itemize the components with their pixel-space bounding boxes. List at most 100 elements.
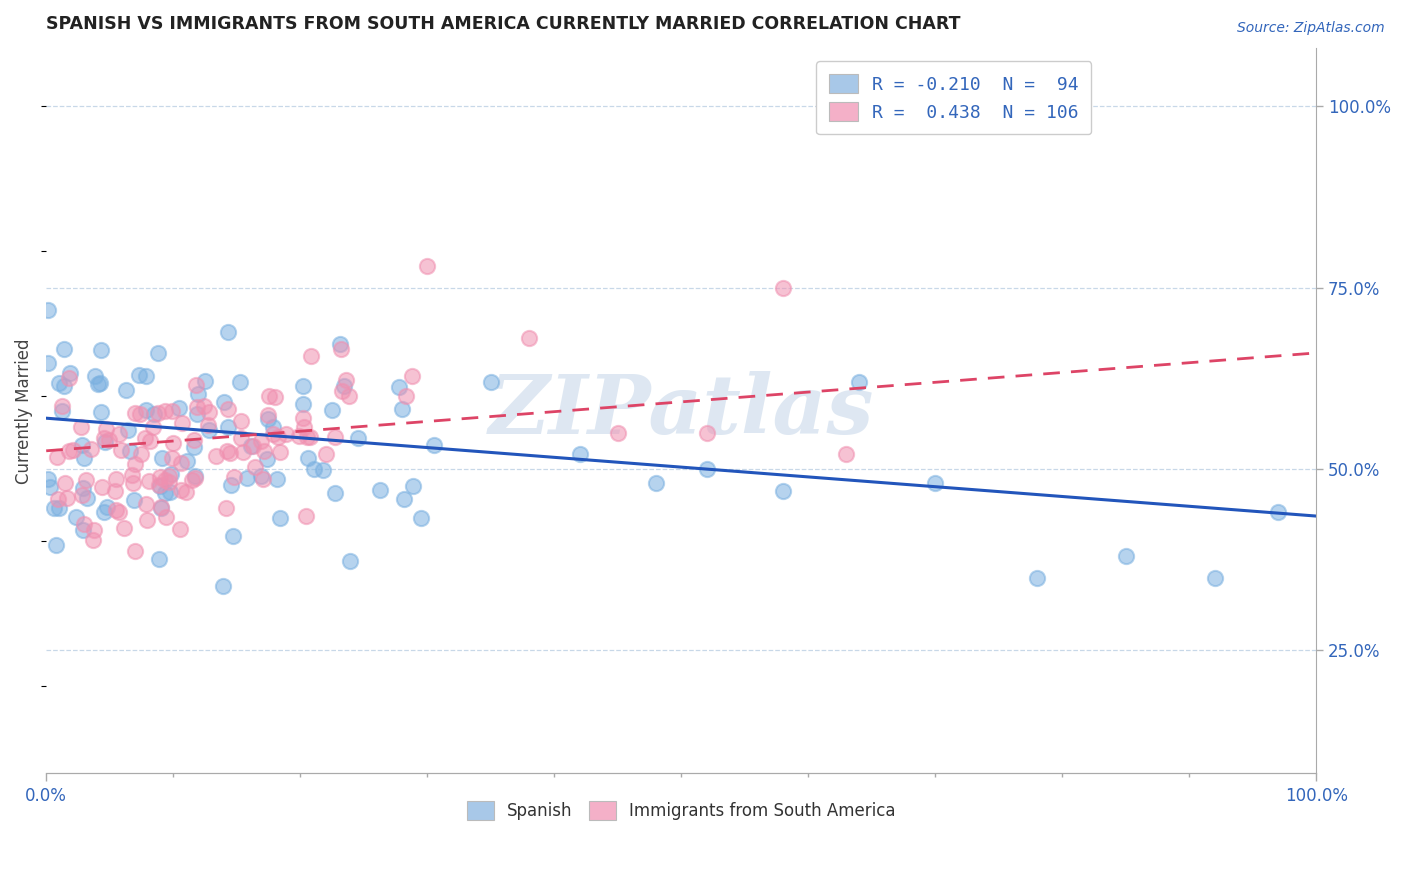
Y-axis label: Currently Married: Currently Married: [15, 338, 32, 483]
Point: [187, 387, 209, 401]
Point: [221, 529, 243, 543]
Point: [55, 476, 77, 491]
Point: [80, 442, 103, 456]
Point: [370, 483, 392, 497]
Point: [183, 433, 205, 447]
Point: [262, 427, 284, 442]
Point: [155, 509, 177, 524]
Point: [75, 473, 97, 487]
Point: [312, 463, 335, 477]
Point: [169, 522, 191, 536]
Point: [89, 376, 111, 390]
Point: [257, 411, 280, 425]
Point: [93, 505, 115, 519]
Point: [232, 445, 254, 459]
Point: [772, 483, 794, 498]
Point: [696, 425, 718, 440]
Point: [42, 501, 65, 516]
Point: [82, 533, 104, 547]
Point: [219, 477, 242, 491]
Point: [606, 425, 628, 440]
Point: [52, 342, 75, 356]
Point: [90, 343, 112, 358]
Point: [115, 383, 138, 397]
Point: [37, 356, 59, 370]
Point: [45, 450, 67, 465]
Point: [388, 380, 411, 394]
Point: [299, 430, 322, 444]
Point: [266, 472, 288, 486]
Point: [231, 431, 253, 445]
Point: [142, 420, 165, 434]
Point: [146, 346, 169, 360]
Point: [124, 457, 146, 471]
Point: [150, 451, 173, 466]
Point: [197, 418, 219, 433]
Point: [72, 523, 94, 537]
Point: [37, 302, 59, 317]
Point: [121, 468, 143, 483]
Point: [62, 442, 84, 457]
Point: [94, 422, 117, 436]
Point: [135, 513, 157, 527]
Point: [215, 501, 238, 516]
Point: [59, 367, 82, 381]
Point: [1267, 505, 1289, 519]
Point: [295, 430, 318, 444]
Point: [91, 480, 114, 494]
Point: [170, 483, 193, 497]
Point: [240, 439, 263, 453]
Point: [299, 349, 322, 363]
Point: [291, 379, 314, 393]
Point: [162, 404, 184, 418]
Point: [183, 469, 205, 483]
Point: [87, 377, 110, 392]
Point: [333, 379, 356, 393]
Point: [416, 259, 439, 273]
Point: [1204, 571, 1226, 585]
Point: [315, 447, 337, 461]
Point: [138, 474, 160, 488]
Point: [51, 399, 73, 413]
Point: [193, 399, 215, 413]
Point: [269, 445, 291, 459]
Point: [112, 521, 135, 535]
Point: [51, 404, 73, 418]
Point: [155, 486, 177, 500]
Point: [105, 472, 128, 486]
Legend: Spanish, Immigrants from South America: Spanish, Immigrants from South America: [460, 795, 903, 827]
Point: [73, 516, 96, 531]
Point: [157, 475, 180, 489]
Point: [110, 443, 132, 458]
Point: [53, 379, 76, 393]
Point: [517, 331, 540, 345]
Point: [90, 405, 112, 419]
Point: [108, 426, 131, 441]
Point: [329, 337, 352, 351]
Point: [120, 443, 142, 458]
Point: [37, 471, 59, 485]
Point: [124, 406, 146, 420]
Point: [150, 501, 173, 516]
Point: [117, 423, 139, 437]
Point: [394, 491, 416, 506]
Point: [169, 456, 191, 470]
Point: [250, 434, 273, 448]
Point: [262, 420, 284, 434]
Point: [83, 524, 105, 538]
Point: [159, 485, 181, 500]
Point: [128, 368, 150, 383]
Point: [217, 401, 239, 416]
Point: [253, 444, 276, 458]
Point: [108, 505, 131, 519]
Point: [1025, 571, 1047, 585]
Point: [235, 471, 257, 485]
Point: [346, 431, 368, 445]
Point: [122, 475, 145, 490]
Point: [257, 409, 280, 423]
Point: [129, 407, 152, 421]
Point: [330, 384, 353, 398]
Text: SPANISH VS IMMIGRANTS FROM SOUTH AMERICA CURRENTLY MARRIED CORRELATION CHART: SPANISH VS IMMIGRANTS FROM SOUTH AMERICA…: [46, 15, 960, 33]
Point: [292, 397, 315, 411]
Point: [186, 400, 208, 414]
